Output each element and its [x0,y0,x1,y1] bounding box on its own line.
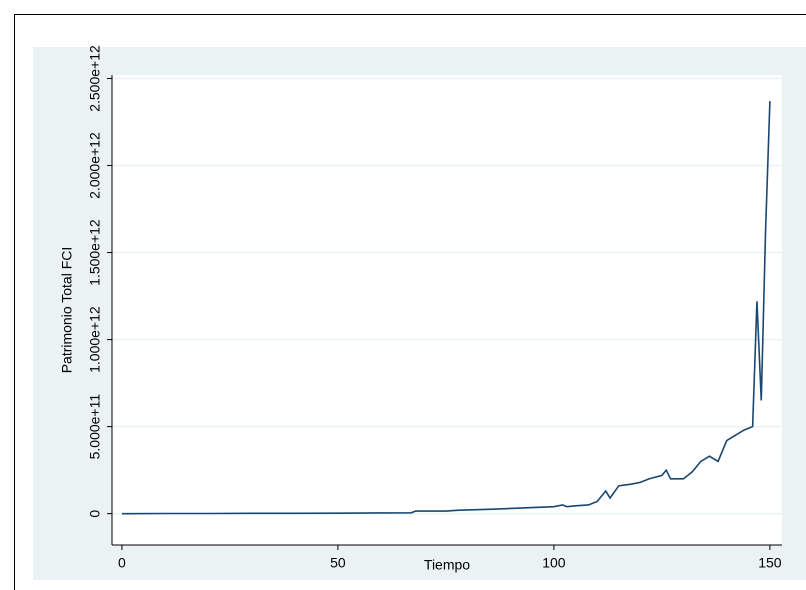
y-tick-label: 1.500e+12 [87,219,103,286]
y-tick-label: 2.000e+12 [87,132,103,199]
x-tick-label: 100 [542,555,566,571]
y-tick-label: 0 [87,510,103,518]
y-axis-label: Patrimonio Total FCI [59,247,75,374]
x-tick-label: 50 [330,555,346,571]
plot-region [112,75,782,545]
frame [14,14,806,590]
x-tick-label: 0 [118,555,126,571]
y-tick-label: 2.500e+12 [87,45,103,112]
x-axis-label: Tiempo [424,557,470,573]
y-tick-label: 1.000e+12 [87,306,103,373]
x-tick-label: 150 [758,555,782,571]
data-line [121,101,771,515]
y-tick-label: 5.000e+11 [87,394,103,460]
